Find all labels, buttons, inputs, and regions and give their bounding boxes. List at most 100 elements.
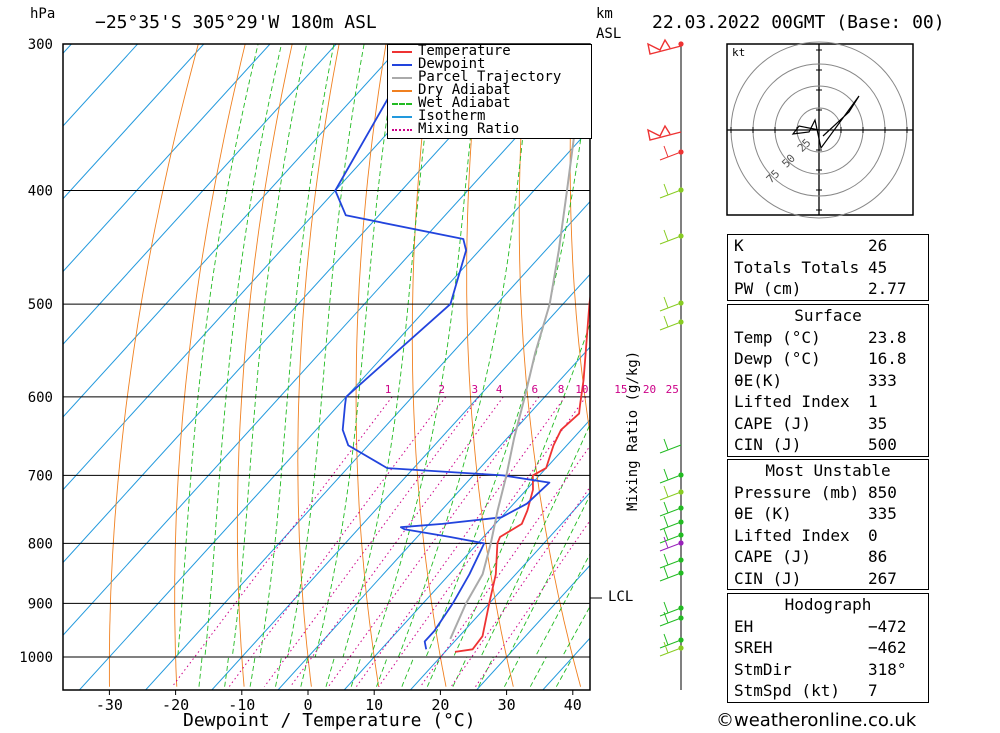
x-tick-label: -30 [96,696,123,714]
param-value: 26 [868,236,888,255]
hodograph-trace [791,95,860,150]
most-unstable-row: θE (K) 335 [728,503,928,525]
series-temperature-line [454,292,590,653]
wind-barb [659,566,682,582]
height-dot [678,570,684,576]
param-value: 86 [868,547,888,566]
param-value: 0 [868,525,878,545]
lcl-label: LCL [608,589,634,605]
surface-row: Dewp (°C) 16.8 [728,348,928,370]
param-value: −472 [868,616,907,636]
mixing-ratio-line [420,445,590,687]
param-value: 2.77 [868,279,907,298]
legend-item: Dry Adiabat [388,83,591,97]
most-unstable-panel: Most Unstable Pressure (mb) 850 θE (K) 335 L… [727,459,929,590]
surface-title: Surface [794,306,862,325]
dry-adiabat-line [982,0,1000,687]
legend-swatch [392,115,412,118]
mixing-ratio-label: 25 [666,383,679,396]
param-value: 35 [868,413,888,433]
isotherm-line [343,419,590,690]
wet-adiabat-line [397,44,534,687]
x-tick-label: 10 [365,696,383,714]
wet-adiabat-line [177,44,259,687]
x-tick-label: 0 [303,696,312,714]
param-value: 7 [868,681,878,700]
legend-item: Isotherm [388,108,591,124]
x-tick-label: 20 [431,696,449,714]
pressure-tick-label: 900 [28,596,53,612]
param-label: Temp (°C) [734,327,821,347]
mixing-ratio-label: 2 [438,383,445,396]
legend-item: Mixing Ratio [388,121,591,137]
legend-swatch [392,128,412,131]
indices-row: PW (cm) 2.77 [728,278,928,300]
legend-label: Isotherm [418,108,486,124]
wind-barb [659,601,682,617]
mixing-ratio-label: 6 [532,383,539,396]
dry-adiabat-line [411,44,447,687]
asl-label: ASL [596,26,622,42]
param-value: 267 [868,568,897,588]
param-label: CAPE (J) [734,547,812,566]
legend-label: Temperature [418,43,511,59]
param-label: Lifted Index [734,525,850,545]
param-value: 45 [868,257,888,277]
legend-item: Dewpoint [388,57,591,71]
param-label: CAPE (J) [734,413,812,433]
legend-item: Wet Adiabat [388,96,591,110]
surface-panel: Surface Temp (°C) 23.8 Dewp (°C) 16.8 θE(K) 3… [727,304,929,457]
height-dot [678,300,684,306]
legend-label: Mixing Ratio [418,121,520,137]
hodograph-params-row: StmDir 318° [728,659,928,681]
x-tick-label: 30 [498,696,516,714]
pressure-tick-label: 500 [28,297,53,313]
legend-swatch [392,76,412,79]
height-dot [678,505,684,511]
param-value: −462 [868,638,907,657]
surface-row: θE(K) 333 [728,370,928,392]
param-label: Totals Totals [734,257,860,277]
series-dewpoint-line [334,44,551,650]
dry-adiabat-line [355,44,387,687]
wind-barb [659,528,682,544]
wet-adiabat-line [425,61,590,687]
mixing-ratio-label: 10 [575,383,588,396]
km-label: km [596,6,613,22]
isotherm-line [63,44,139,127]
height-dot [678,557,684,563]
height-dot [678,645,684,651]
wind-barb [659,633,682,649]
wet-adiabat-line [452,322,590,687]
pressure-tick-label: 600 [28,390,53,406]
surface-row: CIN (J) 500 [728,434,928,456]
wind-barb [659,315,682,331]
mixing-ratio-label: 3 [472,383,479,396]
height-dot [678,637,684,643]
mixing-ratio-label: 15 [614,383,627,396]
x-axis-label: Dewpoint / Temperature (°C) [183,710,476,731]
pressure-tick-label: 400 [28,183,53,199]
wind-barb [659,553,682,569]
height-dot [678,540,684,546]
legend-item: Parcel Trajectory [388,70,591,84]
isotherm-line [63,44,404,418]
isotherm-line [63,44,337,345]
x-tick-label: -10 [228,696,255,714]
height-dot [678,319,684,325]
param-value: 16.8 [868,349,907,368]
param-value: 1 [868,392,878,411]
copyright-label: ©weatheronline.co.uk [716,710,917,731]
x-tick-label: 40 [564,696,582,714]
location-title: −25°35'S 305°29'W 180m ASL [95,12,377,33]
surface-row: Lifted Index 1 [728,391,928,413]
mixing-ratio-label: 1 [385,383,392,396]
wind-barb [659,229,682,245]
mixing-ratio-line [171,396,393,688]
wind-barb [659,296,682,312]
wet-adiabat-line [370,44,482,687]
param-label: Dewp (°C) [734,349,821,368]
surface-row: CAPE (J) 35 [728,413,928,435]
wind-barb [659,641,682,657]
